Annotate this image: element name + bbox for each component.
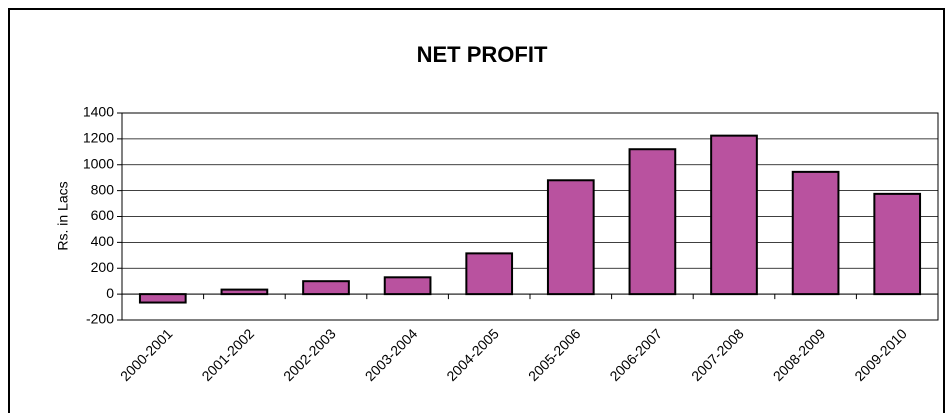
bar	[628, 148, 677, 296]
bar	[546, 179, 595, 296]
y-tick-label: 200	[91, 259, 115, 275]
bar	[383, 276, 432, 296]
bar	[791, 170, 840, 296]
y-tick-label: -200	[86, 311, 114, 327]
y-axis-label: Rs. in Lacs	[55, 181, 71, 250]
y-tick-label: 1000	[83, 155, 114, 171]
bar	[302, 280, 350, 296]
y-tick-label: 1200	[83, 130, 114, 146]
bar	[138, 293, 187, 304]
bar	[710, 134, 758, 296]
bar	[465, 252, 514, 296]
bar	[873, 192, 922, 296]
y-tick-label: 0	[106, 285, 114, 301]
bar	[220, 288, 269, 296]
y-tick-label: 800	[91, 181, 115, 197]
y-tick-label: 600	[91, 207, 115, 223]
chart-title: NET PROFIT	[417, 42, 548, 67]
y-tick-label: 1400	[83, 104, 114, 120]
y-tick-label: 400	[91, 233, 115, 249]
